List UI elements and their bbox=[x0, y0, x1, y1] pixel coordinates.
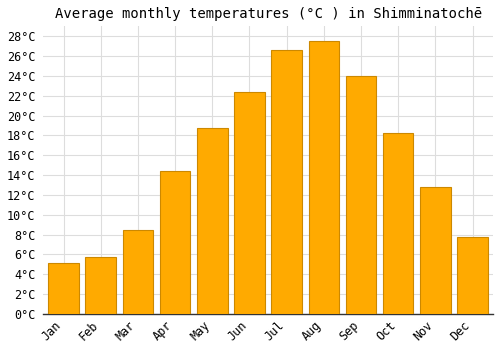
Bar bbox=[383, 133, 414, 314]
Title: Average monthly temperatures (°C ) in Shimminatochē: Average monthly temperatures (°C ) in Sh… bbox=[54, 7, 482, 21]
Bar bbox=[458, 237, 488, 314]
Bar bbox=[48, 263, 79, 314]
Bar bbox=[86, 257, 116, 314]
Bar bbox=[308, 41, 339, 314]
Bar bbox=[346, 76, 376, 314]
Bar bbox=[197, 128, 228, 314]
Bar bbox=[272, 50, 302, 314]
Bar bbox=[122, 230, 153, 314]
Bar bbox=[234, 92, 264, 314]
Bar bbox=[420, 187, 450, 314]
Bar bbox=[160, 171, 190, 314]
